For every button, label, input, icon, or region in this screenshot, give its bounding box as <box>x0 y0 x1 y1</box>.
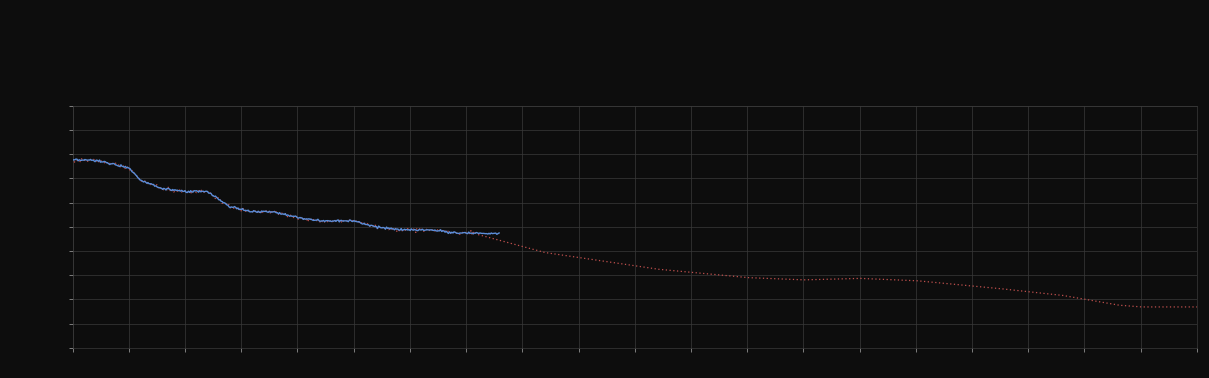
Legend: Observed, Forecast: Observed, Forecast <box>1113 0 1192 2</box>
